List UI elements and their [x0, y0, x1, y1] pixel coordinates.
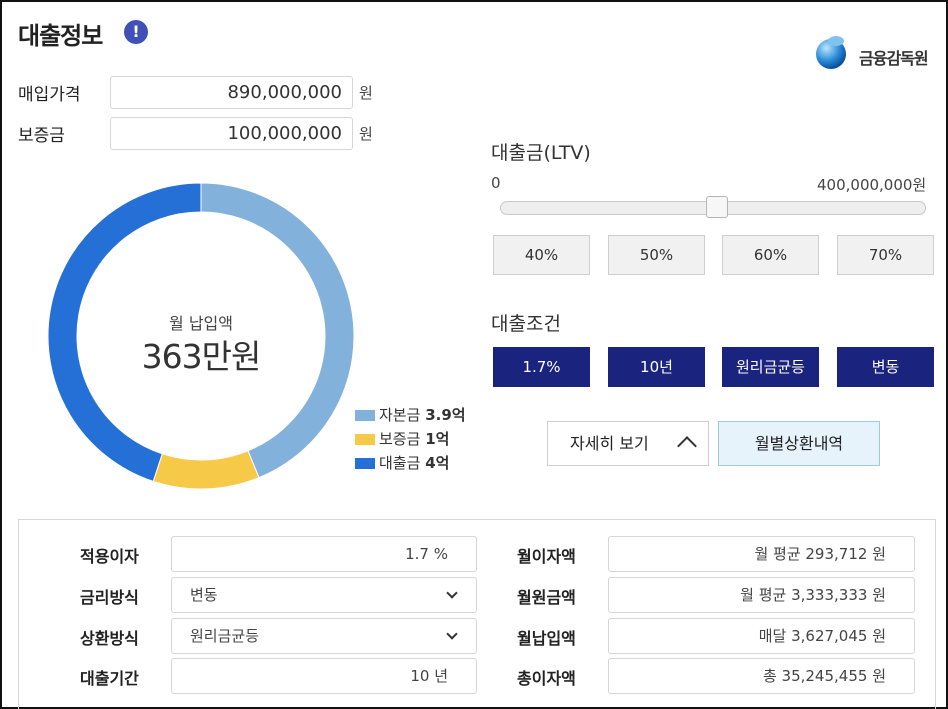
legend-item-capital: 자본금 3.9억 — [355, 404, 466, 425]
ltv-max-label: 400,000,000원 — [817, 176, 927, 194]
term-label: 대출기간 — [80, 669, 139, 688]
donut-segment-보증금 — [152, 450, 260, 489]
page-title: 대출정보 — [18, 22, 103, 50]
rate-type-label: 금리방식 — [80, 588, 139, 607]
rate-label: 적용이자 — [80, 547, 139, 566]
chevron-down-icon — [446, 628, 458, 640]
condition-rate-button[interactable]: 1.7% — [493, 347, 590, 387]
ltv-40-button[interactable]: 40% — [493, 235, 590, 275]
legend-label: 보증금 — [379, 430, 421, 448]
term-field[interactable]: 10 년 — [171, 658, 477, 694]
total-interest-field: 총 35,245,455 원 — [608, 658, 915, 694]
condition-repay-button[interactable]: 원리금균등 — [722, 347, 819, 387]
ltv-70-button[interactable]: 70% — [837, 235, 934, 275]
payment-donut-chart — [48, 183, 354, 489]
detail-toggle-button[interactable]: 자세히 보기 — [547, 421, 709, 466]
ltv-60-button[interactable]: 60% — [722, 235, 819, 275]
monthly-payment-field: 매달 3,627,045 원 — [608, 618, 915, 654]
legend-label: 대출금 — [379, 454, 421, 472]
legend-swatch — [355, 458, 375, 469]
condition-rate-type-button[interactable]: 변동 — [837, 347, 934, 387]
monthly-schedule-button[interactable]: 월별상환내역 — [718, 421, 880, 466]
deposit-label: 보증금 — [18, 126, 65, 146]
ltv-50-button[interactable]: 50% — [608, 235, 705, 275]
rate-field[interactable]: 1.7 % — [171, 536, 477, 572]
condition-term-button[interactable]: 10년 — [608, 347, 705, 387]
monthly-interest-field: 월 평균 293,712 원 — [608, 536, 915, 572]
total-interest-label: 총이자액 — [517, 669, 576, 688]
purchase-label: 매입가격 — [18, 85, 81, 105]
monthly-interest-label: 월이자액 — [517, 547, 576, 566]
legend-item-loan: 대출금 4억 — [355, 452, 449, 473]
conditions-title: 대출조건 — [491, 313, 561, 335]
rate-type-value: 변동 — [190, 586, 218, 604]
legend-value: 1억 — [425, 430, 450, 448]
donut-segment-대출금 — [48, 183, 202, 482]
legend-swatch — [355, 410, 375, 421]
donut-center-label: 월 납입액 — [169, 314, 233, 333]
monthly-principal-label: 월원금액 — [517, 588, 576, 607]
fss-logo-text: 금융감독원 — [859, 49, 929, 68]
fss-logo-icon — [816, 36, 846, 69]
legend-value: 4억 — [425, 454, 450, 472]
info-icon[interactable]: ! — [124, 20, 148, 44]
monthly-principal-field: 월 평균 3,333,333 원 — [608, 577, 915, 613]
chevron-down-icon — [446, 587, 458, 599]
deposit-input[interactable]: 100,000,000 — [110, 117, 353, 150]
deposit-unit: 원 — [359, 125, 373, 143]
repay-method-value: 원리금균등 — [190, 627, 260, 645]
ltv-title: 대출금(LTV) — [491, 142, 591, 164]
purchase-unit: 원 — [359, 84, 373, 102]
legend-swatch — [355, 434, 375, 445]
detail-panel — [18, 519, 936, 709]
purchase-price-input[interactable]: 890,000,000 — [110, 76, 353, 109]
monthly-payment-label: 월납입액 — [517, 629, 576, 648]
legend-value: 3.9억 — [425, 406, 466, 424]
legend-item-deposit: 보증금 1억 — [355, 428, 449, 449]
ltv-slider-thumb[interactable] — [706, 196, 728, 218]
repay-method-label: 상환방식 — [80, 629, 139, 648]
rate-type-select[interactable]: 변동 — [171, 577, 477, 613]
repay-method-select[interactable]: 원리금균등 — [171, 618, 477, 654]
donut-center-value: 363만원 — [141, 337, 262, 376]
chevron-up-icon — [677, 436, 697, 456]
legend-label: 자본금 — [379, 406, 421, 424]
detail-toggle-label: 자세히 보기 — [570, 434, 649, 453]
ltv-min-label: 0 — [491, 174, 501, 192]
